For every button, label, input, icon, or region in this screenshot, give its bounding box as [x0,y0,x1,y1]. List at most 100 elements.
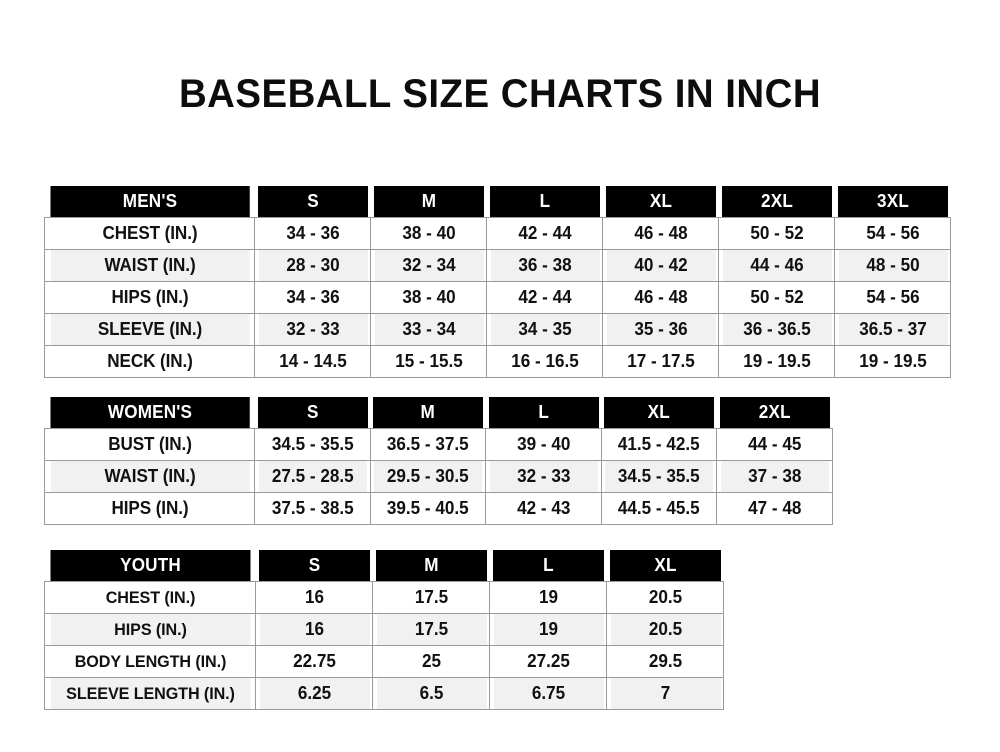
table-header-row: MEN'S S M L XL 2XL 3XL [45,186,951,218]
cell-value: 34 - 36 [256,217,369,250]
mens-table-header: MEN'S S M L XL 2XL 3XL [45,186,951,218]
row-label: WAIST (IN.) [49,460,250,493]
youth-header-s: S [258,550,370,582]
cell-value: 6.75 [491,677,605,710]
cell-value: 32 - 33 [487,460,599,493]
mens-header-l: L [489,186,600,218]
cell-value: 6.5 [374,677,488,710]
cell-value: 19 [491,581,605,614]
cell-value: 54 - 56 [836,217,949,250]
row-label: HIPS (IN.) [49,613,251,646]
table-header-row: YOUTH S M L XL [45,550,724,582]
row-label: HIPS (IN.) [49,281,250,314]
womens-header-s: S [257,397,368,429]
womens-table-body: BUST (IN.) 34.5 - 35.5 36.5 - 37.5 39 - … [45,428,833,525]
cell-value: 25 [374,645,488,678]
womens-size-table: WOMEN'S S M L XL 2XL BUST (IN.) 34.5 - 3… [44,397,833,525]
table-row: WAIST (IN.) 27.5 - 28.5 29.5 - 30.5 32 -… [45,460,833,493]
cell-value: 19 - 19.5 [836,345,949,378]
womens-header-m: M [372,397,483,429]
table-row: CHEST (IN.) 16 17.5 19 20.5 [45,581,724,614]
cell-value: 32 - 33 [256,313,369,346]
mens-table-body: CHEST (IN.) 34 - 36 38 - 40 42 - 44 46 -… [45,217,951,378]
mens-header-3xl: 3XL [837,186,948,218]
mens-header-s: S [257,186,368,218]
cell-value: 50 - 52 [720,281,833,314]
row-label: WAIST (IN.) [49,249,250,282]
cell-value: 42 - 44 [488,217,601,250]
cell-value: 27.25 [491,645,605,678]
cell-value: 28 - 30 [256,249,369,282]
cell-value: 35 - 36 [604,313,717,346]
table-row: HIPS (IN.) 16 17.5 19 20.5 [45,613,724,646]
row-label: CHEST (IN.) [49,217,250,250]
cell-value: 7 [608,677,722,710]
youth-header-category: YOUTH [49,550,251,582]
cell-value: 16 [257,581,371,614]
cell-value: 39.5 - 40.5 [372,492,484,525]
youth-table-body: CHEST (IN.) 16 17.5 19 20.5 HIPS (IN.) 1… [45,581,724,710]
table-row: CHEST (IN.) 34 - 36 38 - 40 42 - 44 46 -… [45,217,951,250]
youth-header-m: M [375,550,487,582]
mens-header-category: MEN'S [49,186,250,218]
cell-value: 36 - 36.5 [720,313,833,346]
cell-value: 20.5 [608,613,722,646]
cell-value: 29.5 - 30.5 [372,460,484,493]
cell-value: 48 - 50 [836,249,949,282]
cell-value: 22.75 [257,645,371,678]
row-label: BUST (IN.) [49,428,250,461]
cell-value: 34.5 - 35.5 [603,460,715,493]
cell-value: 14 - 14.5 [256,345,369,378]
row-label: NECK (IN.) [49,345,250,378]
cell-value: 44.5 - 45.5 [603,492,715,525]
cell-value: 44 - 46 [720,249,833,282]
cell-value: 17.5 [374,581,488,614]
table-row: SLEEVE LENGTH (IN.) 6.25 6.5 6.75 7 [45,677,724,710]
cell-value: 38 - 40 [372,217,485,250]
cell-value: 29.5 [608,645,722,678]
cell-value: 16 - 16.5 [488,345,601,378]
row-label: SLEEVE (IN.) [49,313,250,346]
cell-value: 20.5 [608,581,722,614]
womens-header-2xl: 2XL [719,397,830,429]
cell-value: 41.5 - 42.5 [603,428,715,461]
cell-value: 38 - 40 [372,281,485,314]
page-title: BASEBALL SIZE CHARTS IN INCH [178,72,822,116]
cell-value: 36 - 38 [488,249,601,282]
cell-value: 37 - 38 [718,460,830,493]
cell-value: 36.5 - 37.5 [372,428,484,461]
cell-value: 37.5 - 38.5 [256,492,368,525]
table-row: BUST (IN.) 34.5 - 35.5 36.5 - 37.5 39 - … [45,428,833,461]
cell-value: 46 - 48 [604,281,717,314]
table-row: NECK (IN.) 14 - 14.5 15 - 15.5 16 - 16.5… [45,345,951,378]
cell-value: 36.5 - 37 [836,313,949,346]
table-row: WAIST (IN.) 28 - 30 32 - 34 36 - 38 40 -… [45,249,951,282]
cell-value: 19 - 19.5 [720,345,833,378]
cell-value: 32 - 34 [372,249,485,282]
row-label: HIPS (IN.) [49,492,250,525]
cell-value: 42 - 43 [487,492,599,525]
table-row: HIPS (IN.) 34 - 36 38 - 40 42 - 44 46 - … [45,281,951,314]
row-label: CHEST (IN.) [49,581,251,614]
womens-header-category: WOMEN'S [49,397,250,429]
mens-size-table: MEN'S S M L XL 2XL 3XL CHEST (IN.) 34 - … [44,186,951,378]
youth-table-header: YOUTH S M L XL [45,550,724,582]
womens-header-l: L [488,397,599,429]
cell-value: 47 - 48 [718,492,830,525]
mens-header-xl: XL [605,186,716,218]
youth-header-l: L [492,550,604,582]
table-row: BODY LENGTH (IN.) 22.75 25 27.25 29.5 [45,645,724,678]
cell-value: 40 - 42 [604,249,717,282]
cell-value: 42 - 44 [488,281,601,314]
mens-header-2xl: 2XL [721,186,832,218]
table-row: HIPS (IN.) 37.5 - 38.5 39.5 - 40.5 42 - … [45,492,833,525]
cell-value: 6.25 [257,677,371,710]
cell-value: 15 - 15.5 [372,345,485,378]
cell-value: 54 - 56 [836,281,949,314]
cell-value: 17.5 [374,613,488,646]
cell-value: 17 - 17.5 [604,345,717,378]
cell-value: 33 - 34 [372,313,485,346]
cell-value: 46 - 48 [604,217,717,250]
cell-value: 34 - 36 [256,281,369,314]
row-label: SLEEVE LENGTH (IN.) [49,677,251,710]
